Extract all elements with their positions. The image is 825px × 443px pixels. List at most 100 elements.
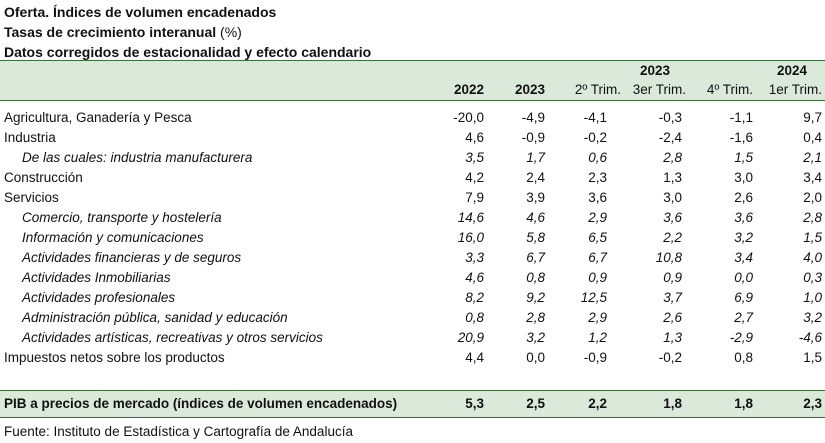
table-row: Administración pública, sanidad y educac… bbox=[0, 308, 825, 328]
table-cell: -0,9 bbox=[583, 350, 607, 365]
table-cell: 0,8 bbox=[734, 350, 753, 365]
table-cell: 1,5 bbox=[734, 150, 753, 165]
table-cell: 3,3 bbox=[465, 250, 484, 265]
table-cell: 5,8 bbox=[526, 230, 545, 245]
row-label: Actividades profesionales bbox=[22, 290, 176, 305]
table-cell: 2,9 bbox=[588, 310, 607, 325]
total-row-label: PIB a precios de mercado (índices de vol… bbox=[4, 396, 398, 411]
table-subtitle: Tasas de crecimiento interanual (%) bbox=[4, 24, 242, 40]
header-group-2023: 2023 bbox=[639, 63, 670, 78]
table-cell: 3,6 bbox=[588, 190, 607, 205]
table-cell: -2,4 bbox=[658, 130, 682, 145]
table-row: De las cuales: industria manufacturera 3,… bbox=[0, 148, 825, 168]
table-cell: 3,2 bbox=[734, 230, 753, 245]
table-row: Actividades profesionales 8,2 9,2 12,5 3,7 6,… bbox=[0, 288, 825, 308]
row-label: Actividades artísticas, recreativas y ot… bbox=[22, 330, 323, 345]
table-cell: 2,1 bbox=[803, 150, 822, 165]
table-cell: 9,7 bbox=[803, 110, 822, 125]
header-col-4q: 4º Trim. bbox=[706, 82, 753, 97]
table-row: Actividades Inmobiliarias 4,6 0,8 0,9 0,9 0,0… bbox=[0, 268, 825, 288]
table-row: Construcción 4,2 2,4 2,3 1,3 3,0 3,4 bbox=[0, 168, 825, 188]
table-row: Comercio, transporte y hostelería 14,6 4,6… bbox=[0, 208, 825, 228]
table-row: Actividades financieras y de seguros 3,3 6… bbox=[0, 248, 825, 268]
header-col-2023: 2023 bbox=[514, 82, 545, 97]
total-cell: 2,5 bbox=[526, 396, 545, 411]
table-cell: 0,8 bbox=[465, 310, 484, 325]
table-cell: 6,7 bbox=[588, 250, 607, 265]
total-cell: 2,2 bbox=[588, 396, 607, 411]
table-cell: 2,7 bbox=[734, 310, 753, 325]
header-group-2024: 2024 bbox=[776, 63, 807, 78]
row-label: Construcción bbox=[4, 170, 83, 185]
table-cell: 16,0 bbox=[457, 230, 484, 245]
table-cell: 0,9 bbox=[588, 270, 607, 285]
table-cell: -0,9 bbox=[521, 130, 545, 145]
total-row-band bbox=[0, 390, 825, 418]
table-cell: 4,6 bbox=[465, 270, 484, 285]
table-cell: 14,6 bbox=[457, 210, 484, 225]
table-cell: 1,7 bbox=[526, 150, 545, 165]
table-cell: 3,6 bbox=[734, 210, 753, 225]
table-title: Oferta. Índices de volumen encadenados bbox=[4, 4, 277, 20]
table-row: Impuestos netos sobre los productos 4,4 0,… bbox=[0, 348, 825, 368]
table-cell: -20,0 bbox=[453, 110, 484, 125]
table-cell: 1,5 bbox=[803, 230, 822, 245]
table-cell: -1,6 bbox=[729, 130, 753, 145]
header-col-2022: 2022 bbox=[453, 82, 484, 97]
table-cell: 3,2 bbox=[803, 310, 822, 325]
table-cell: 1,3 bbox=[663, 330, 682, 345]
table-cell: -4,1 bbox=[583, 110, 607, 125]
row-label: Información y comunicaciones bbox=[22, 230, 204, 245]
table-cell: 2,0 bbox=[803, 190, 822, 205]
table-note: Datos corregidos de estacionalidad y efe… bbox=[4, 44, 372, 60]
table-cell: 6,7 bbox=[526, 250, 545, 265]
row-label: Actividades financieras y de seguros bbox=[22, 250, 242, 265]
source-note: Fuente: Instituto de Estadística y Carto… bbox=[4, 424, 353, 439]
row-label: Servicios bbox=[4, 190, 59, 205]
table-cell: -0,2 bbox=[658, 350, 682, 365]
total-row: PIB a precios de mercado (índices de vol… bbox=[0, 394, 825, 414]
table-cell: 4,6 bbox=[526, 210, 545, 225]
table-cell: 7,9 bbox=[465, 190, 484, 205]
table-row: Información y comunicaciones 16,0 5,8 6,5 2,… bbox=[0, 228, 825, 248]
table-cell: 1,0 bbox=[803, 290, 822, 305]
table-cell: 2,2 bbox=[663, 230, 682, 245]
table-cell: 8,2 bbox=[465, 290, 484, 305]
header-col-3q: 3er Trim. bbox=[632, 82, 686, 97]
table-cell: 0,6 bbox=[588, 150, 607, 165]
table-cell: -4,9 bbox=[521, 110, 545, 125]
table-cell: 0,0 bbox=[526, 350, 545, 365]
table-cell: -1,1 bbox=[729, 110, 753, 125]
table-cell: 12,5 bbox=[580, 290, 607, 305]
row-label: Impuestos netos sobre los productos bbox=[4, 350, 225, 365]
row-label: Actividades Inmobiliarias bbox=[22, 270, 171, 285]
table-cell: 2,6 bbox=[663, 310, 682, 325]
header-divider bbox=[0, 100, 825, 101]
table-row: Servicios 7,9 3,9 3,6 3,0 2,6 2,0 bbox=[0, 188, 825, 208]
table-row: Industria 4,6 -0,9 -0,2 -2,4 -1,6 0,4 bbox=[0, 128, 825, 148]
table-cell: 3,5 bbox=[465, 150, 484, 165]
table-cell: 4,2 bbox=[465, 170, 484, 185]
table-cell: 6,5 bbox=[588, 230, 607, 245]
table-cell: 20,9 bbox=[457, 330, 484, 345]
table-cell: 2,8 bbox=[526, 310, 545, 325]
table-cell: 4,6 bbox=[465, 130, 484, 145]
row-label: Administración pública, sanidad y educac… bbox=[22, 310, 288, 325]
table-cell: 1,2 bbox=[588, 330, 607, 345]
row-label: Industria bbox=[4, 130, 56, 145]
table-cell: 2,6 bbox=[734, 190, 753, 205]
table-cell: 0,0 bbox=[734, 270, 753, 285]
total-cell: 1,8 bbox=[734, 396, 753, 411]
total-cell: 5,3 bbox=[465, 396, 484, 411]
header-col-2q: 2º Trim. bbox=[574, 82, 621, 97]
table-cell: 3,7 bbox=[663, 290, 682, 305]
header-col-1q: 1er Trim. bbox=[768, 82, 822, 97]
table-cell: -4,6 bbox=[798, 330, 822, 345]
table-cell: -0,2 bbox=[583, 130, 607, 145]
table-cell: 0,8 bbox=[526, 270, 545, 285]
table-cell: 3,2 bbox=[526, 330, 545, 345]
table-cell: 2,8 bbox=[663, 150, 682, 165]
table-cell: 1,3 bbox=[663, 170, 682, 185]
table-cell: 2,9 bbox=[588, 210, 607, 225]
table-cell: -2,9 bbox=[729, 330, 753, 345]
